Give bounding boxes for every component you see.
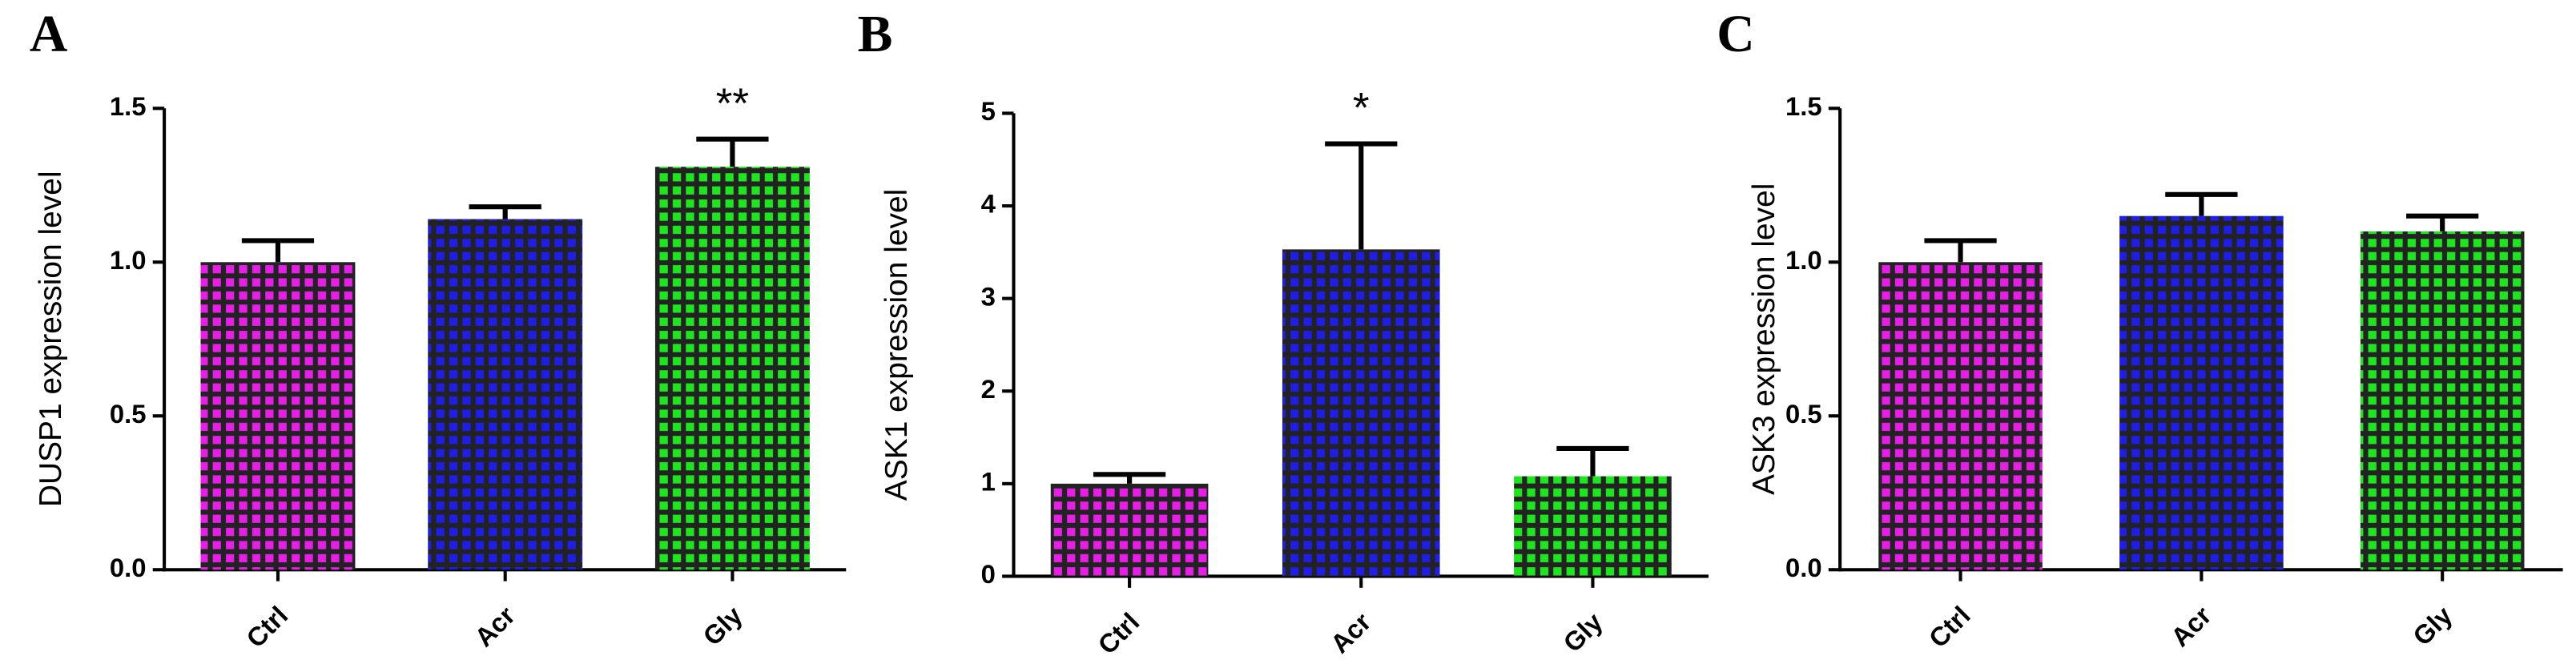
y-tick-label: 1.5 — [1785, 91, 1822, 121]
y-tick-label: 0.0 — [1785, 553, 1822, 582]
panel-label: C — [1717, 6, 1754, 63]
y-tick-label: 4 — [981, 189, 996, 219]
x-tick-label: Gly — [697, 600, 748, 651]
x-tick-label: Ctrl — [1092, 607, 1145, 660]
significance-label: * — [1353, 85, 1370, 132]
y-tick-label: 2 — [981, 374, 996, 404]
bar — [654, 167, 810, 570]
y-tick-label: 1 — [981, 467, 996, 497]
significance-label: ** — [716, 80, 749, 127]
y-axis-label: DUSP1 expression level — [34, 171, 68, 507]
y-axis-label: ASK3 expression level — [1747, 183, 1781, 495]
bar — [2360, 231, 2525, 570]
x-tick-label: Ctrl — [240, 600, 293, 653]
bar — [200, 262, 356, 570]
bar — [1878, 262, 2043, 570]
x-tick-label: Gly — [2407, 600, 2458, 651]
x-tick-label: Acr — [2165, 600, 2217, 652]
bar — [428, 219, 583, 570]
y-tick-label: 1.5 — [110, 91, 147, 121]
y-tick-label: 1.0 — [110, 245, 147, 275]
y-tick-label: 0 — [981, 559, 996, 589]
x-tick-label: Acr — [469, 600, 521, 652]
y-axis-label: ASK1 expression level — [879, 189, 914, 501]
x-tick-label: Ctrl — [1923, 600, 1976, 653]
bar — [1050, 483, 1209, 577]
bar — [1282, 249, 1440, 577]
x-tick-label: Gly — [1557, 606, 1608, 658]
x-tick-label: Acr — [1325, 607, 1377, 659]
y-tick-label: 0.5 — [110, 399, 147, 429]
y-tick-label: 3 — [981, 281, 996, 311]
bar — [1514, 476, 1672, 577]
y-tick-label: 5 — [981, 96, 996, 126]
bar — [2119, 215, 2284, 570]
panel-label: A — [30, 6, 67, 63]
y-tick-label: 1.0 — [1785, 245, 1822, 275]
panel-label: B — [858, 6, 893, 63]
y-tick-label: 0.5 — [1785, 399, 1822, 429]
y-tick-label: 0.0 — [110, 553, 147, 582]
